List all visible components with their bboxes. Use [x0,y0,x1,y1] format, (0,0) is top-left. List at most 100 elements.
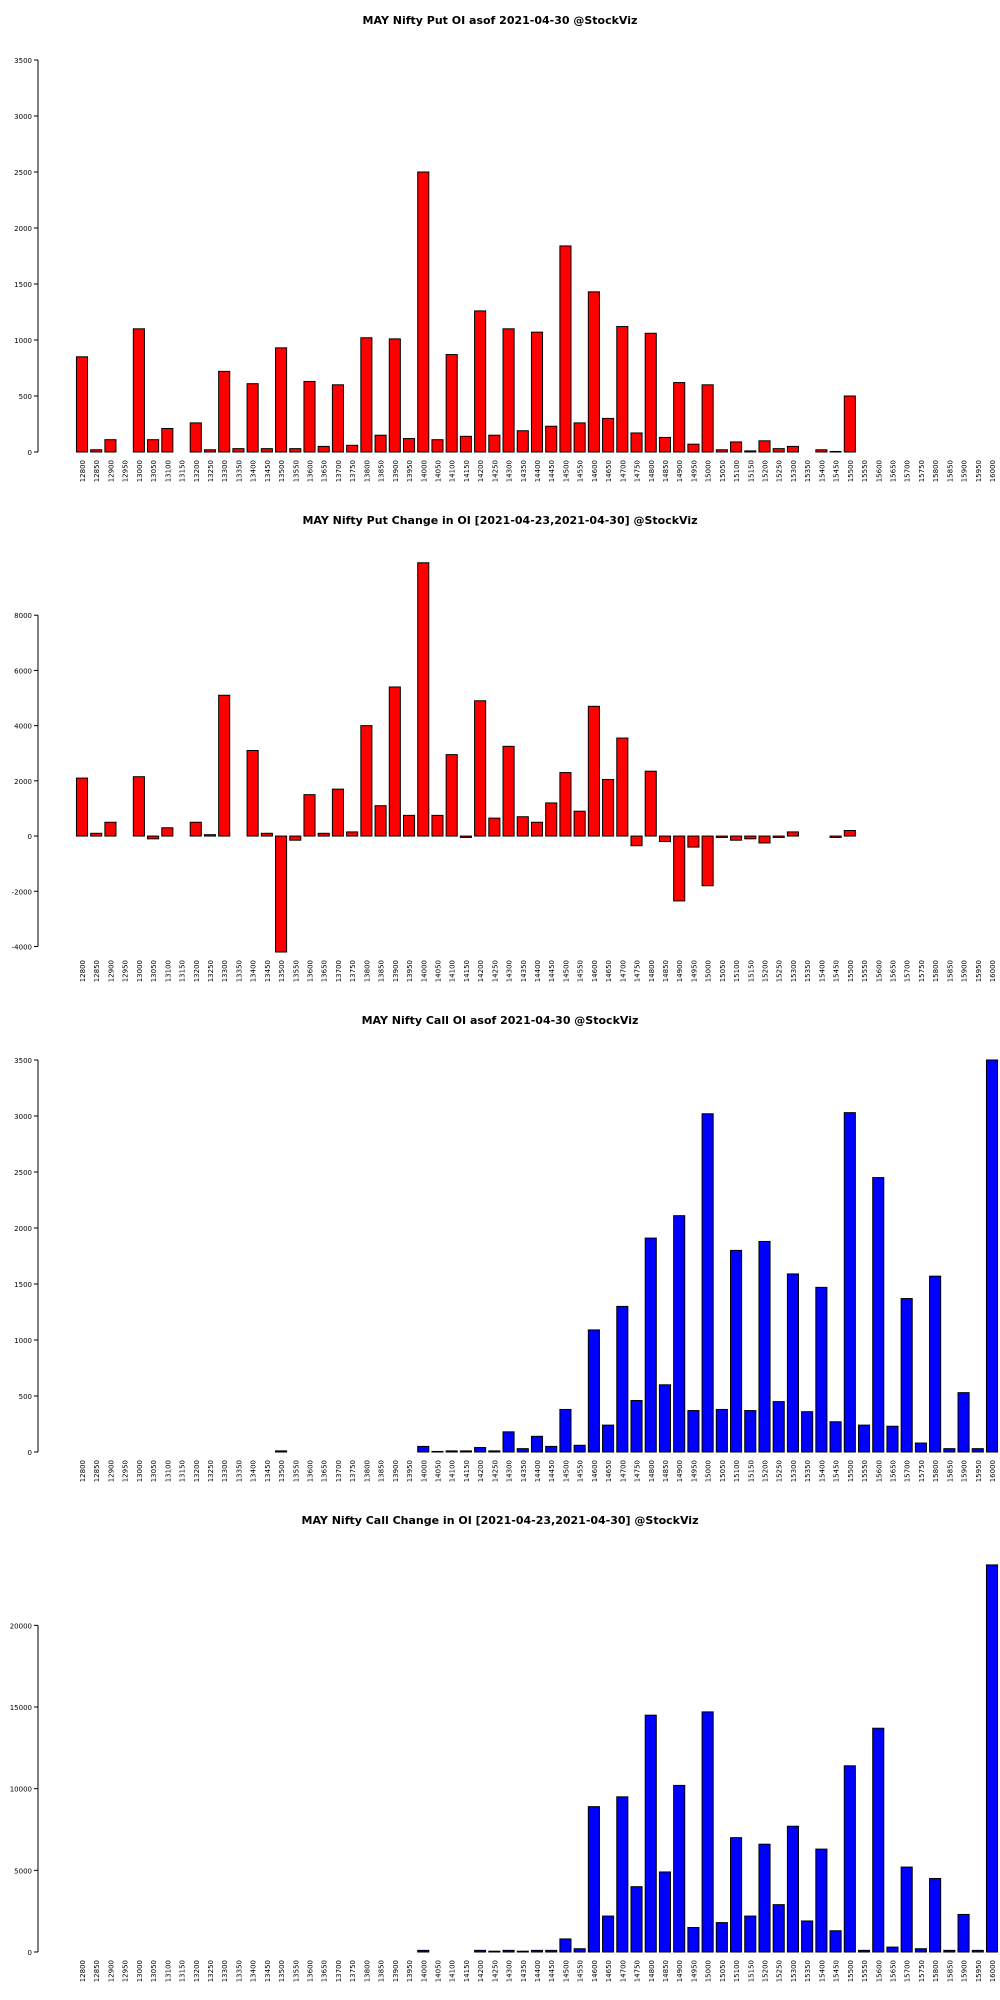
x-tick-label: 15600 [875,1460,883,1482]
x-tick-label: 13100 [164,1460,172,1482]
bar [346,831,359,837]
x-tick-label: 14850 [662,1460,670,1482]
bar [203,834,217,837]
x-tick-label: 12850 [93,1460,101,1482]
bar [786,1825,799,1953]
y-tick-label: 0 [28,1949,32,1957]
x-tick-label: 13850 [378,1960,386,1982]
bar [658,436,672,453]
bar [644,332,657,453]
bar [829,1930,842,1953]
x-tick-label: 13200 [193,1460,201,1482]
bar [687,443,700,453]
x-tick-label: 12850 [93,460,101,482]
x-tick-label: 15900 [961,1960,969,1982]
y-tick-label: 500 [19,1393,32,1401]
x-tick-label: 13750 [349,1460,357,1482]
x-tick-label: 13050 [150,1960,158,1982]
x-tick-label: 15200 [762,460,770,482]
x-tick-label: 14300 [506,460,514,482]
x-tick-label: 16000 [989,1960,997,1982]
bar [985,1564,999,1953]
bar [246,383,259,453]
y-tick-label: 3500 [14,1057,32,1065]
bar [474,700,487,837]
x-tick-label: 14800 [648,1460,656,1482]
bar [516,1950,529,1953]
bar [530,1435,544,1453]
bar [644,1237,657,1453]
x-tick-label: 12850 [93,960,101,982]
x-tick-label: 15900 [961,460,969,482]
bar [431,814,444,837]
x-tick-label: 12800 [79,1960,87,1982]
x-tick-label: 15450 [833,1960,841,1982]
bar [331,384,344,453]
x-tick-label: 14000 [420,1960,428,1982]
x-tick-label: 14750 [634,1460,642,1482]
bar [260,448,273,453]
x-tick-label: 15750 [918,1960,926,1982]
x-tick-label: 14550 [577,960,585,982]
x-tick-label: 13650 [321,960,329,982]
bar [715,449,728,453]
bar [758,835,771,844]
y-tick-label: -2000 [12,888,32,896]
x-tick-label: 13250 [207,960,215,982]
bar [246,749,259,837]
x-tick-label: 15100 [733,1460,741,1482]
x-tick-label: 14050 [434,1960,442,1982]
x-tick-label: 13950 [406,1460,414,1482]
bar [701,1113,714,1453]
bar [658,1871,672,1953]
bar [303,794,316,837]
bar [758,1843,771,1953]
bar [360,725,373,837]
x-tick-label: 13500 [278,960,286,982]
bar [161,827,174,837]
x-tick-label: 13200 [193,960,201,982]
chart-title: MAY Nifty Put Change in OI [2021-04-23,2… [302,514,697,527]
y-tick-label: 0 [28,449,32,457]
bar [346,444,359,453]
x-tick-label: 15900 [961,1460,969,1482]
x-tick-label: 15400 [818,460,826,482]
bar [929,1878,942,1953]
bar [90,832,103,837]
x-tick-label: 14400 [534,1960,542,1982]
x-tick-label: 13550 [292,960,300,982]
bar [417,1445,430,1453]
x-tick-label: 15150 [747,460,755,482]
bar [275,835,288,953]
y-tick-label: 4000 [14,723,32,731]
bar [701,384,714,453]
y-tick-label: 5000 [14,1867,32,1875]
bar [701,1711,714,1953]
x-tick-label: 14850 [662,460,670,482]
bar [303,380,316,453]
x-tick-label: 15200 [762,960,770,982]
x-tick-label: 13300 [221,1460,229,1482]
chart-title: MAY Nifty Call OI asof 2021-04-30 @Stock… [362,1014,639,1027]
bar [616,1796,629,1953]
bar [602,778,615,837]
x-tick-label: 15050 [719,460,727,482]
x-tick-label: 14050 [434,1460,442,1482]
x-tick-label: 14100 [449,460,457,482]
x-tick-label: 12800 [79,960,87,982]
bar [459,835,472,838]
bar [857,1424,871,1453]
x-tick-label: 15050 [719,1960,727,1982]
bar [559,772,572,837]
x-tick-label: 13350 [235,1460,243,1482]
bar [374,434,387,453]
x-tick-label: 15350 [804,1960,812,1982]
x-tick-label: 14500 [562,460,570,482]
y-tick-label: 2500 [14,1169,32,1177]
bar [573,810,586,837]
y-tick-label: 2500 [14,169,32,177]
x-tick-label: 14000 [420,1460,428,1482]
x-tick-label: 13800 [363,960,371,982]
bar [616,737,629,837]
bar [900,1298,913,1453]
